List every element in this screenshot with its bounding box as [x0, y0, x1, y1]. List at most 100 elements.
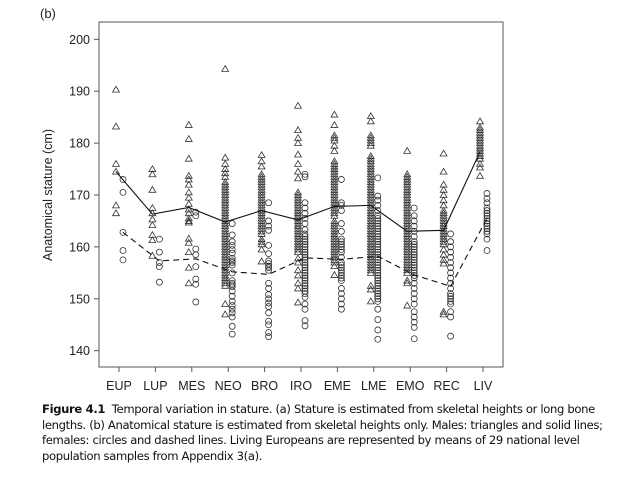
male-point — [111, 122, 121, 130]
female-point — [483, 209, 491, 217]
female-point — [192, 280, 200, 288]
female-point — [228, 283, 236, 291]
female-point — [410, 248, 418, 256]
female-point — [337, 274, 345, 282]
female-point — [483, 222, 491, 230]
male-point — [221, 153, 230, 161]
male-point — [111, 201, 121, 209]
female-point — [155, 259, 163, 266]
y-tick-label: 160 — [69, 240, 90, 254]
female-point — [374, 220, 382, 227]
male-point — [293, 258, 303, 266]
female-point — [374, 235, 382, 243]
female-point — [301, 285, 309, 292]
male-point — [184, 120, 193, 128]
male-point — [475, 117, 485, 125]
male-point — [293, 139, 303, 146]
female-point — [410, 217, 418, 225]
female-point — [265, 299, 273, 307]
female-point — [228, 287, 236, 295]
female-point — [410, 264, 418, 272]
x-tick-label-eup: EUP — [106, 379, 132, 393]
female-point — [228, 238, 236, 246]
female-point — [410, 285, 418, 292]
y-tick-label: 140 — [69, 344, 90, 358]
female-point — [374, 222, 382, 230]
female-point — [447, 332, 455, 340]
male-point — [403, 276, 412, 284]
male-point — [439, 255, 448, 263]
male-point — [366, 117, 375, 125]
female-point — [301, 230, 309, 238]
figure-caption: Figure 4.1 Temporal variation in stature… — [42, 402, 617, 464]
female-point — [374, 248, 382, 256]
female-point — [301, 233, 309, 240]
female-point — [155, 263, 163, 271]
male-point — [221, 310, 230, 318]
data-points — [111, 64, 491, 343]
female-point — [337, 277, 345, 285]
female-point — [265, 226, 273, 234]
male-point — [184, 234, 193, 242]
y-tick-label: 190 — [69, 85, 90, 99]
female-point — [301, 235, 309, 243]
female-point — [447, 313, 455, 321]
female-point — [374, 335, 382, 343]
female-point — [301, 277, 309, 285]
female-point — [265, 266, 273, 274]
male-point — [439, 307, 448, 315]
female-point — [265, 260, 273, 267]
caption-text: Temporal variation in stature. (a) Statu… — [42, 402, 603, 463]
female-point — [410, 246, 418, 253]
male-point — [475, 171, 485, 179]
female-point — [410, 308, 418, 316]
male-point — [257, 162, 266, 170]
female-point — [374, 279, 382, 287]
male-point — [221, 169, 230, 177]
female-point — [337, 261, 345, 269]
female-point — [374, 212, 382, 220]
female-point — [447, 292, 455, 300]
female-point — [119, 228, 127, 236]
female-point — [483, 235, 491, 243]
male-point — [111, 159, 121, 167]
female-point — [410, 243, 418, 251]
male-point — [221, 281, 230, 289]
male-point — [111, 209, 121, 217]
male-point — [330, 209, 339, 217]
female-point — [337, 253, 345, 261]
female-point — [265, 333, 273, 341]
female-point — [119, 176, 127, 183]
female-point — [447, 253, 455, 261]
female-point — [265, 329, 273, 336]
female-point — [374, 264, 382, 272]
y-tick-label: 200 — [69, 33, 90, 47]
male-point — [293, 271, 303, 279]
female-point — [301, 226, 309, 234]
x-axis: EUP LUP MES NEO BRO IRO EME LME EMO REC LIV — [106, 367, 493, 393]
female-point — [301, 317, 309, 324]
female-point — [374, 272, 382, 279]
female-point — [483, 230, 491, 238]
female-point — [337, 201, 345, 209]
male-point — [221, 279, 230, 287]
female-point — [483, 225, 491, 233]
male-point — [148, 251, 157, 259]
male-point — [293, 174, 303, 182]
female-point — [447, 300, 455, 308]
female-point — [301, 290, 309, 298]
male-point — [330, 262, 339, 270]
female-point — [228, 231, 236, 239]
female-point — [447, 308, 455, 316]
female-point — [447, 297, 455, 305]
female-point — [337, 266, 345, 274]
female-point — [228, 305, 236, 313]
y-axis: 140 150 160 170 180 190 200 — [69, 33, 99, 358]
female-point — [374, 290, 382, 298]
female-point — [228, 297, 236, 305]
female-point — [265, 250, 273, 258]
female-point — [301, 248, 309, 256]
female-point — [301, 253, 309, 261]
female-point — [337, 269, 345, 277]
female-point — [301, 209, 309, 217]
